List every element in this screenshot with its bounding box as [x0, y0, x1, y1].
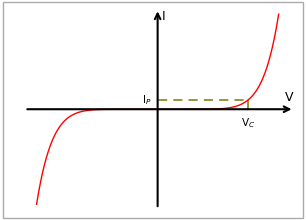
Text: I: I [161, 10, 165, 23]
Text: I$_P$: I$_P$ [142, 93, 151, 107]
Text: V$_C$: V$_C$ [241, 116, 256, 130]
Text: V: V [285, 92, 293, 104]
